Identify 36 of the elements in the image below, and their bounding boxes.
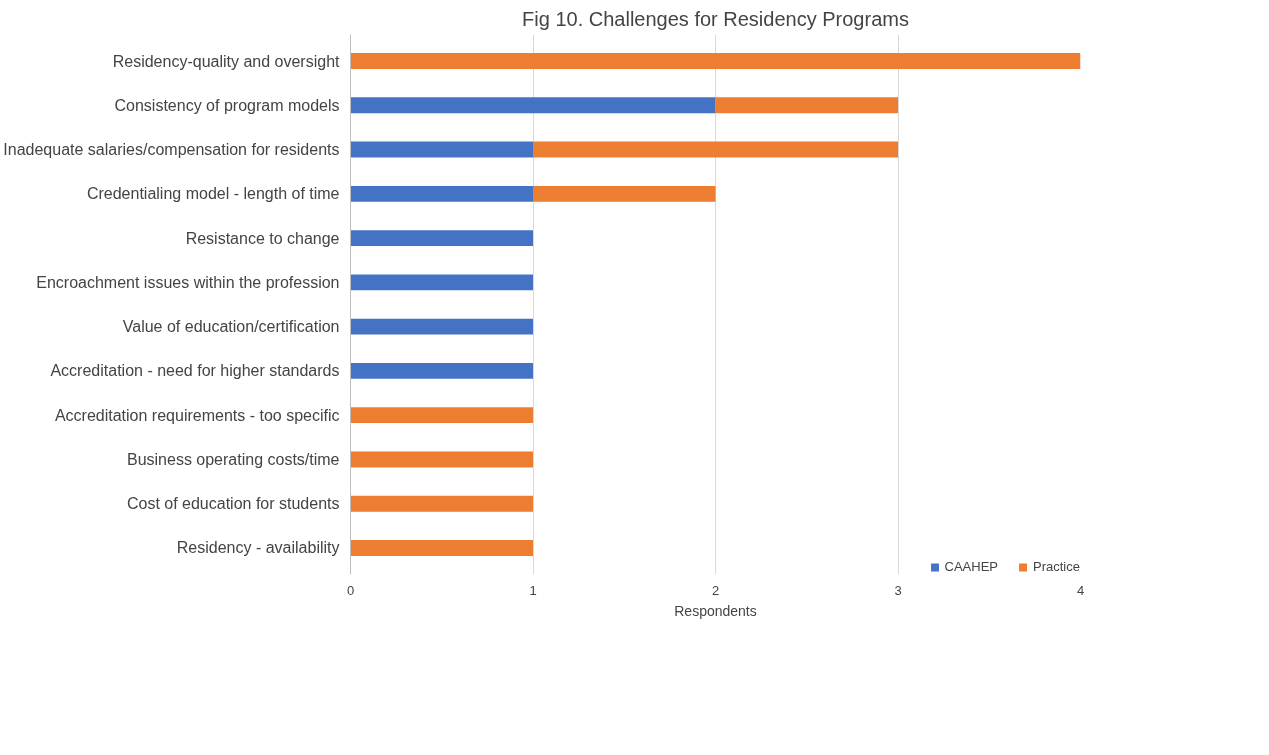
bar xyxy=(350,274,533,291)
bar xyxy=(350,185,533,202)
bar xyxy=(350,141,533,158)
y-tick-label: Cost of education for students xyxy=(126,495,340,513)
bar xyxy=(350,97,716,114)
y-tick-label: Residency - availability xyxy=(176,539,340,557)
y-tick-label: Accreditation requirements - too specific xyxy=(54,406,340,424)
y-tick-label: Encroachment issues within the profession xyxy=(36,273,340,291)
x-axis-title: Respondents xyxy=(674,602,757,619)
x-tick-label: 0 xyxy=(346,582,355,598)
y-tick-label: Credentialing model - length of time xyxy=(86,185,340,203)
y-tick-label: Value of education/certification xyxy=(122,318,340,336)
y-tick-label: Business operating costs/time xyxy=(126,450,340,468)
x-tick-label: 1 xyxy=(529,582,537,598)
bar xyxy=(350,362,533,379)
bar xyxy=(350,53,1081,70)
bar xyxy=(350,230,533,247)
bar xyxy=(533,141,898,158)
legend-label: Practice xyxy=(1033,559,1080,574)
legend-label: CAAHEP xyxy=(944,559,999,574)
y-tick-label: Residency-quality and oversight xyxy=(112,52,341,70)
y-tick-label: Accreditation - need for higher standards xyxy=(50,362,340,380)
bar xyxy=(533,185,716,202)
bar xyxy=(350,539,533,556)
y-tick-label: Resistance to change xyxy=(185,229,340,247)
bar xyxy=(715,97,898,114)
bar xyxy=(350,407,533,424)
chart-title: Fig 10. Challenges for Residency Programs xyxy=(522,7,909,30)
x-tick-label: 4 xyxy=(1076,582,1085,598)
bar xyxy=(350,495,533,512)
y-tick-label: Consistency of program models xyxy=(114,96,340,114)
bar xyxy=(350,318,533,335)
y-tick-label: Inadequate salaries/compensation for residents xyxy=(3,141,340,159)
x-tick-label: 3 xyxy=(894,582,902,598)
bar xyxy=(350,451,533,468)
x-tick-label: 2 xyxy=(711,582,720,598)
